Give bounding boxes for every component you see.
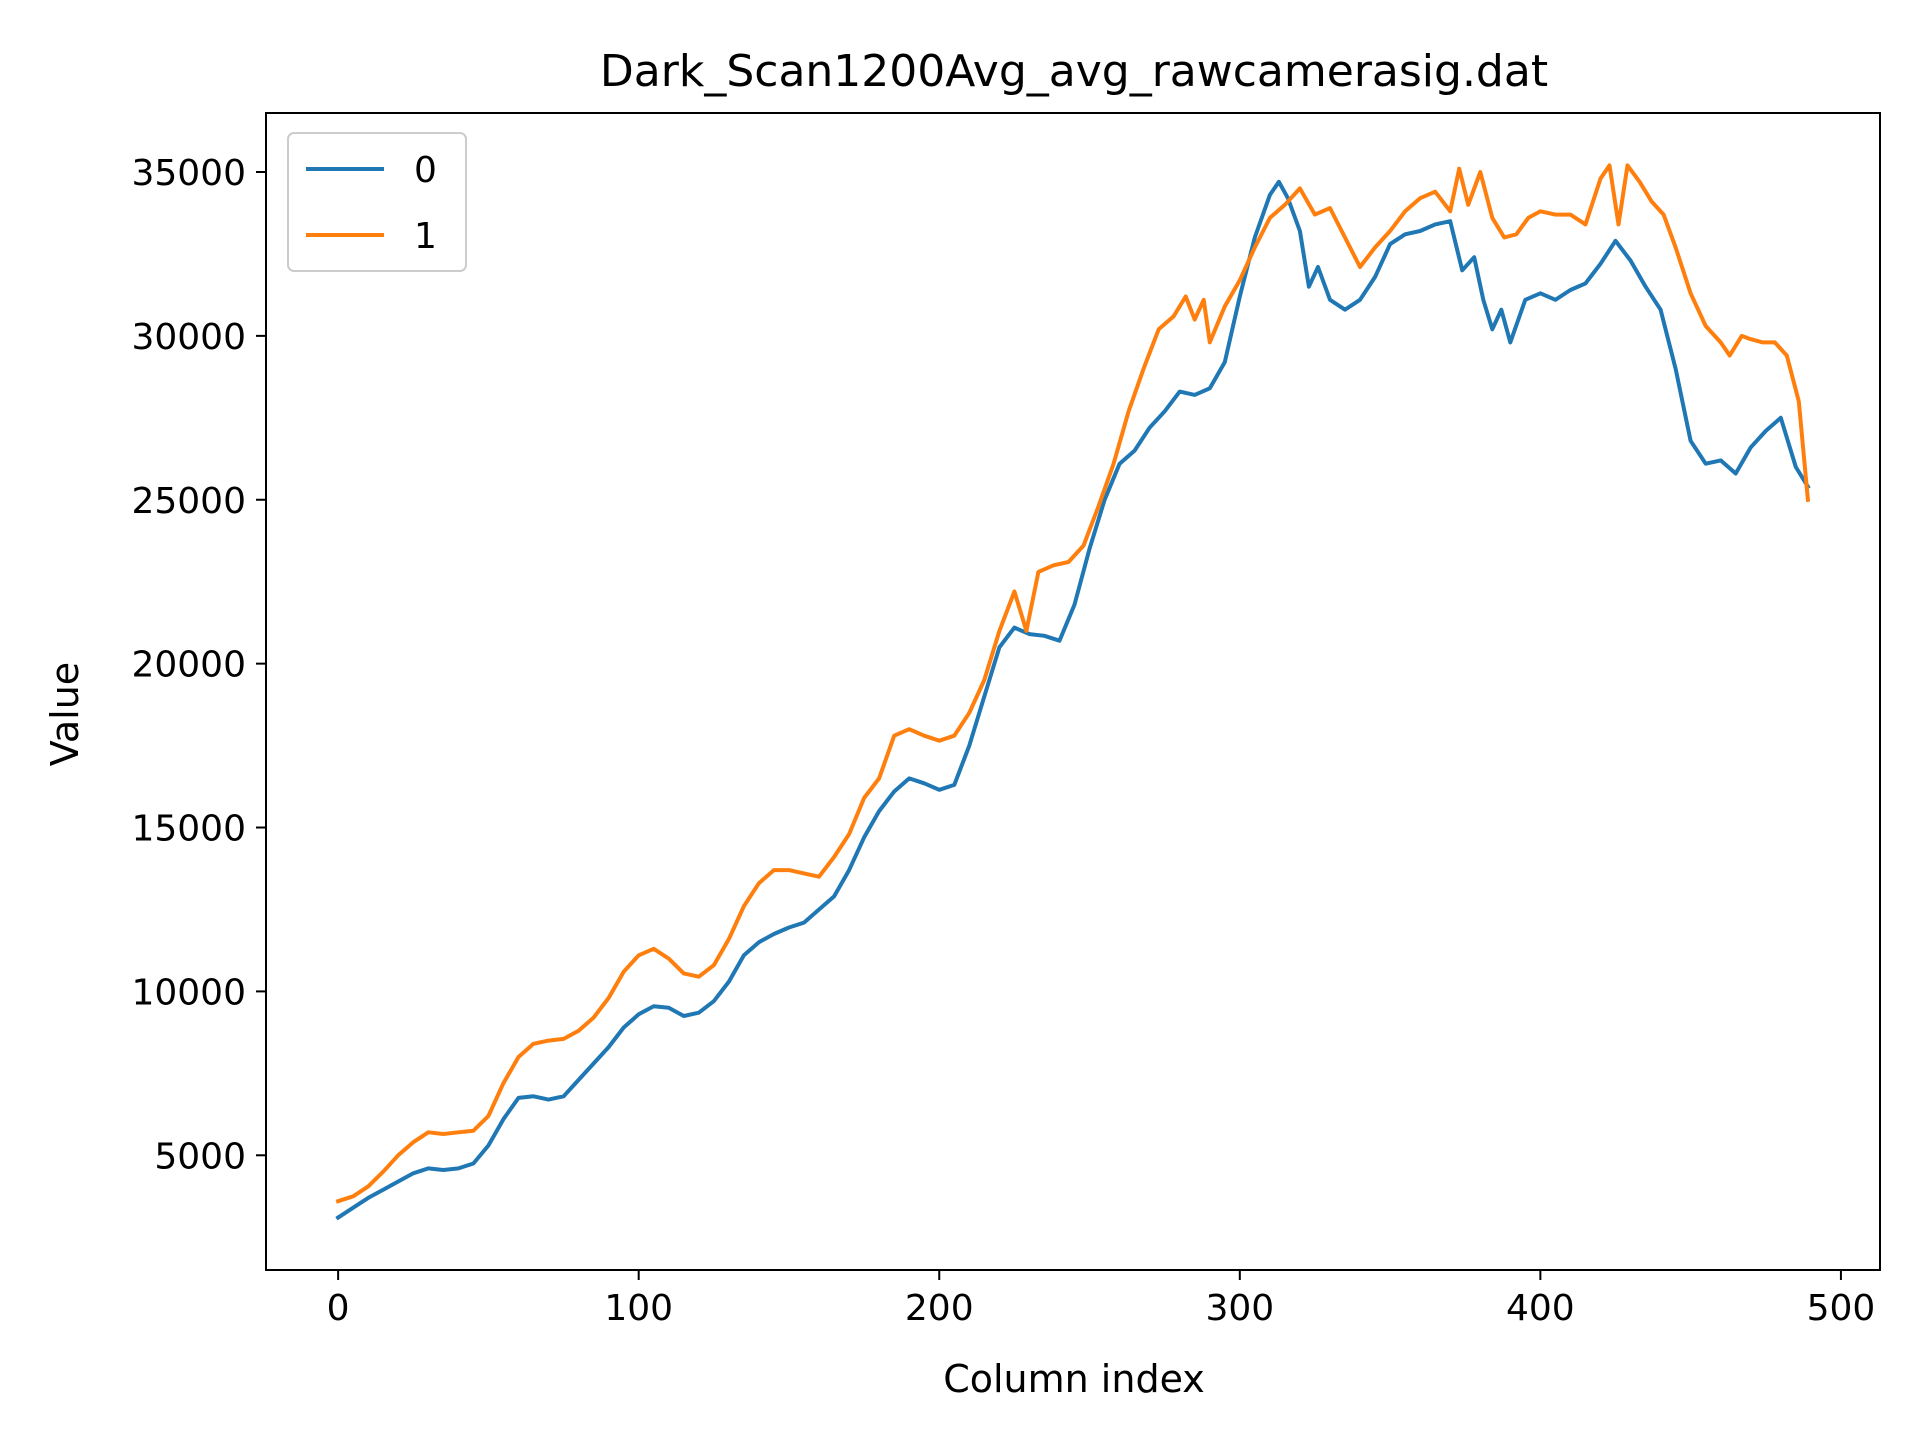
y-tick-label: 10000 — [131, 972, 246, 1013]
x-axis-label: Column index — [943, 1357, 1205, 1401]
y-axis-label: Value — [43, 662, 87, 766]
legend-label-1: 1 — [414, 216, 437, 257]
plot-area: 0 100 200 300 400 500 5000 10000 15000 20000 25000… — [131, 112, 1881, 1329]
legend-label-0: 0 — [414, 150, 437, 191]
y-tick-label: 25000 — [131, 481, 246, 522]
y-tick-label: 20000 — [131, 645, 246, 686]
series-line-0 — [335, 179, 1811, 1221]
x-tick-label: 0 — [327, 1288, 350, 1329]
x-tick-label: 200 — [905, 1288, 974, 1329]
y-tick-label: 5000 — [154, 1136, 246, 1177]
series-line-1 — [335, 163, 1811, 1204]
y-tick-label: 15000 — [131, 809, 246, 850]
y-tick-label: 35000 — [131, 153, 246, 194]
x-tick-label: 500 — [1807, 1288, 1876, 1329]
y-tick-label: 30000 — [131, 317, 246, 358]
plot-frame — [265, 112, 1881, 1271]
legend-box — [287, 132, 467, 272]
x-tick-label: 100 — [604, 1288, 673, 1329]
x-tick-label: 300 — [1205, 1288, 1274, 1329]
chart-title: Dark_Scan1200Avg_avg_rawcamerasig.dat — [600, 46, 1548, 97]
x-tick-label: 400 — [1506, 1288, 1575, 1329]
